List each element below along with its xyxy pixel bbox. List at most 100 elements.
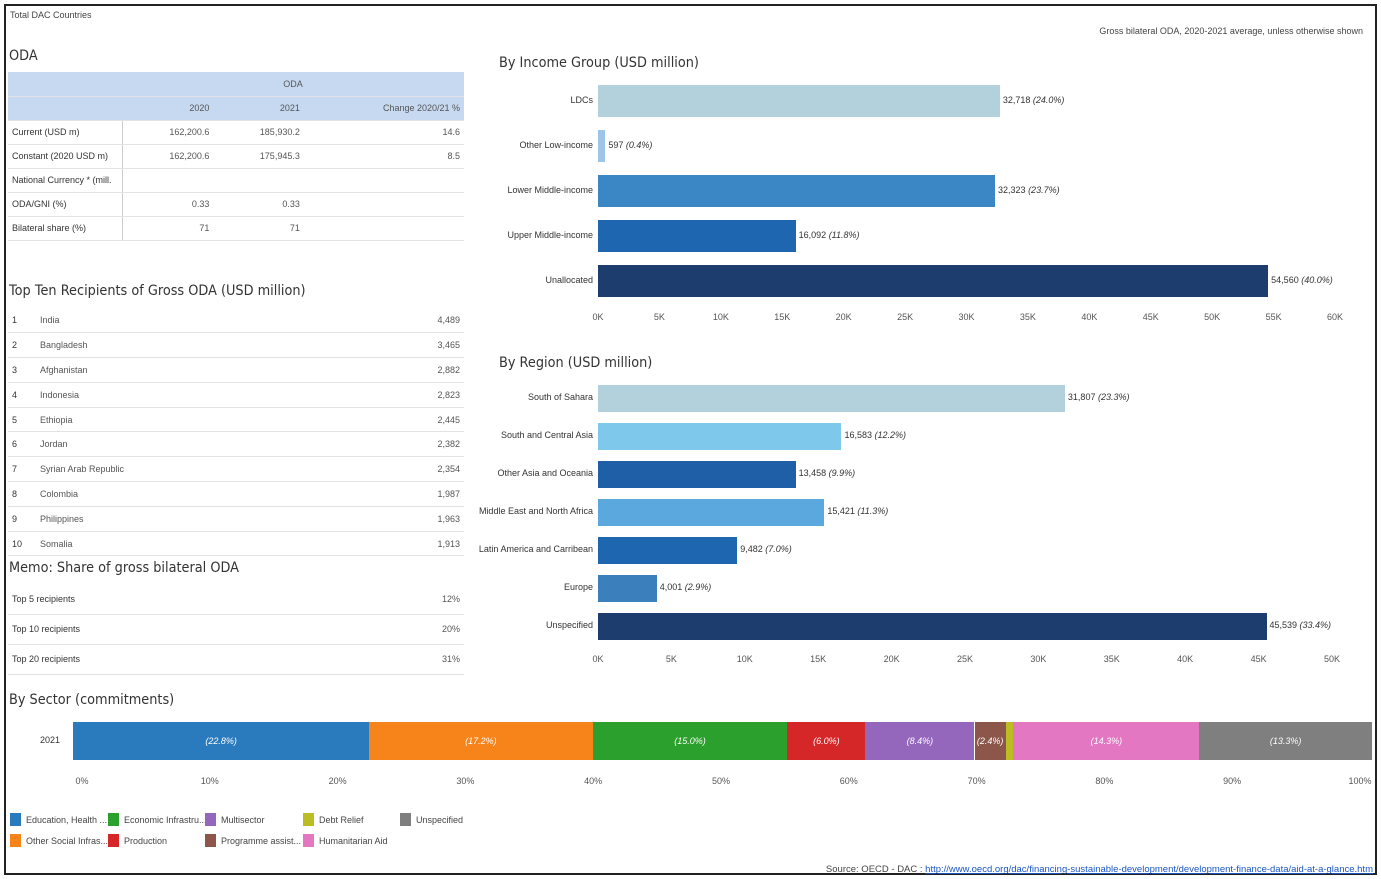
col-2021: 2021 (213, 96, 304, 121)
recipient-name: India (36, 308, 358, 334)
oda-row: Current (USD m) 162,200.6 185,930.2 14.6 (8, 120, 464, 145)
recipient-row: 3 Afghanistan 2,882 (8, 357, 464, 383)
bar-value-label: 597 (0.4%) (608, 140, 652, 150)
axis-tick-label: 20% (328, 776, 347, 786)
recipient-value: 2,823 (357, 382, 464, 408)
recipient-rank: 8 (8, 481, 36, 507)
bar-category-label: Europe (563, 582, 593, 592)
axis-tick-label: 5K (665, 654, 677, 664)
legend-label: Humanitarian Aid (319, 835, 388, 846)
bar-value: 15,421 (827, 506, 858, 516)
sector-segment-label: (15.0%) (674, 736, 706, 746)
legend-item: Programme assist... (205, 834, 301, 847)
oda-value-2021 (213, 168, 304, 193)
bar-value-label: 32,323 (23.7%) (998, 185, 1060, 195)
bar-category-label: Middle East and North Africa (478, 506, 593, 516)
recipient-row: 9 Philippines 1,963 (8, 506, 464, 532)
legend-label: Programme assist... (221, 835, 302, 846)
legend-item: Humanitarian Aid (303, 834, 388, 847)
bar-value-label: 4,001 (2.9%) (660, 582, 712, 592)
recipient-name: Indonesia (36, 382, 358, 408)
oda-value-2021: 71 (213, 216, 304, 241)
axis-tick-label: 20K (835, 312, 852, 322)
bar-share: (24.0%) (1032, 95, 1065, 105)
legend-item: Unspecified (400, 813, 463, 826)
axis-tick-label: 20K (883, 654, 900, 664)
axis-tick-label: 50K (1204, 312, 1221, 322)
legend-swatch (108, 834, 119, 847)
bar (598, 85, 1000, 117)
sector-segment: (17.2%) (369, 722, 593, 760)
axis-tick-label: 30% (456, 776, 475, 786)
oda-value-2020: 162,200.6 (122, 120, 214, 145)
recipient-name: Syrian Arab Republic (36, 456, 358, 483)
oda-row: Constant (2020 USD m) 162,200.6 175,945.3 8… (8, 144, 464, 169)
sector-segment-label: (8.4%) (906, 736, 934, 746)
bar-category-label: Upper Middle-income (507, 230, 593, 240)
bar-value: 597 (608, 140, 626, 150)
memo-title: Memo: Share of gross bilateral ODA (9, 560, 239, 576)
recipient-rank: 3 (8, 357, 36, 383)
recipient-value: 4,489 (357, 308, 464, 334)
axis-tick-label: 100% (1348, 776, 1372, 786)
bar-category-label: Unspecified (545, 620, 593, 630)
axis-tick-label: 25K (897, 312, 914, 322)
sector-segment-label: (6.0%) (813, 736, 840, 746)
oda-value-change (303, 216, 464, 241)
sector-segment: (2.4%) (974, 722, 1006, 760)
top-ten-title: Top Ten Recipients of Gross ODA (USD mil… (9, 283, 306, 299)
bar-share: (33.4%) (1299, 620, 1332, 630)
scope-label: Total DAC Countries (10, 10, 92, 20)
memo-row: Top 20 recipients 31% (8, 644, 464, 675)
axis-tick-label: 35K (1103, 654, 1120, 664)
bar-category-label: South and Central Asia (500, 430, 593, 440)
bar (598, 175, 996, 207)
legend-item: Economic Infrastru... (108, 813, 207, 826)
bar-value-label: 16,092 (11.8%) (799, 230, 860, 240)
sector-row-label: 2021 (40, 735, 61, 745)
memo-value: 31% (347, 644, 464, 675)
source-link[interactable]: http://www.oecd.org/dac/financing-sustai… (925, 864, 1373, 875)
sector-segment: (15.0%) (592, 722, 788, 760)
oda-row-label: Current (USD m) (8, 120, 123, 145)
legend-swatch (10, 834, 21, 847)
bar-share: (7.0%) (765, 544, 792, 554)
legend-item: Other Social Infras... (10, 834, 108, 847)
bar-value: 4,001 (659, 582, 685, 592)
bar (598, 574, 657, 602)
oda-value-2021: 175,945.3 (213, 144, 304, 169)
axis-tick-label: 60K (1326, 312, 1343, 322)
legend-label: Unspecified (416, 814, 464, 825)
recipient-name: Afghanistan (36, 357, 358, 383)
bar-value: 32,718 (1002, 95, 1033, 105)
recipient-value: 2,354 (357, 456, 464, 483)
axis-tick-label: 30K (958, 312, 975, 322)
legend-label: Debt Relief (319, 814, 364, 825)
recipient-row: 1 India 4,489 (8, 308, 464, 334)
bar-category-label: Other Low-income (519, 140, 593, 150)
col-2020: 2020 (122, 96, 214, 121)
bar-share: (23.3%) (1097, 392, 1130, 402)
recipient-rank: 1 (8, 308, 36, 334)
recipient-rank: 2 (8, 332, 36, 359)
legend-label: Production (124, 835, 168, 846)
oda-value-change (303, 168, 464, 193)
recipient-value: 2,382 (357, 431, 464, 458)
recipient-value: 1,913 (357, 531, 464, 557)
bar-share: (40.0%) (1301, 275, 1333, 285)
legend-swatch (205, 834, 216, 847)
oda-value-2021: 0.33 (213, 192, 304, 217)
bar-category-label: LDCs (570, 95, 593, 105)
oda-value-2020: 0.33 (122, 192, 214, 217)
oda-row-label: ODA/GNI (%) (8, 192, 123, 217)
axis-tick-label: 80% (1095, 776, 1114, 786)
sector-segment: (6.0%) (787, 722, 866, 760)
bar-category-label: Unallocated (545, 275, 593, 285)
bar-value: 32,323 (998, 185, 1029, 195)
axis-tick-label: 5K (653, 312, 665, 322)
axis-tick-label: 25K (956, 654, 973, 664)
dashboard-frame (4, 4, 1377, 875)
oda-title: ODA (9, 48, 38, 64)
memo-row: Top 10 recipients 20% (8, 614, 464, 645)
sector-segment-label: (13.3%) (1269, 736, 1302, 746)
